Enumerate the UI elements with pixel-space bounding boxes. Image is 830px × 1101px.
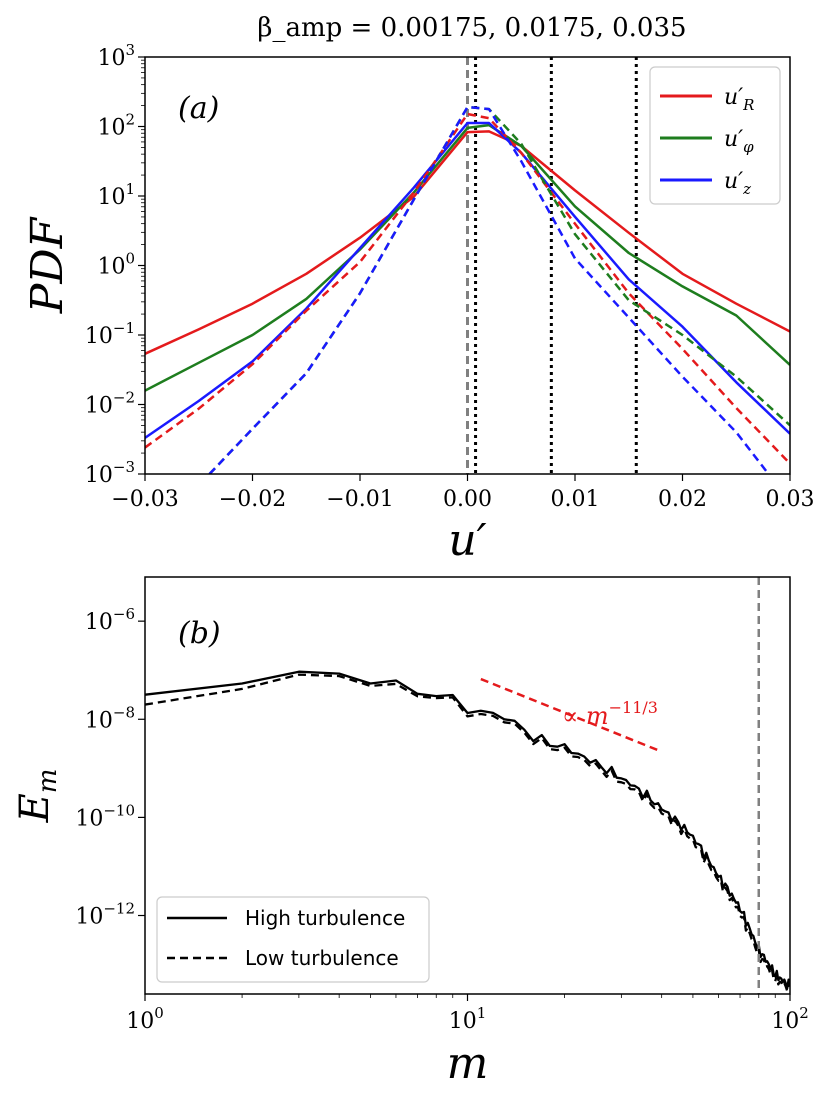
x-tick-label: 101 xyxy=(449,1004,487,1034)
x-tick-label: 0.00 xyxy=(443,487,492,512)
pdf-series-5 xyxy=(208,105,770,474)
power-law-annotation: ∝ m−11/3 xyxy=(562,698,658,730)
x-tick-label: 0.02 xyxy=(658,487,707,512)
x-tick-label: 102 xyxy=(771,1004,809,1034)
y-tick-label: 101 xyxy=(97,180,135,210)
y-tick-label: 100 xyxy=(97,250,135,280)
legend-label: u′R xyxy=(724,85,754,114)
panel-b-plot-area xyxy=(145,577,790,994)
spectrum-series-1 xyxy=(145,673,790,993)
panel-a-pdf-chart: −0.03 −0.02 −0.01 0.00 0.01 0.02 0.03 10−3 10−2 1… xyxy=(22,41,814,566)
legend-box xyxy=(649,66,781,205)
y-axis-label: Em xyxy=(12,769,63,824)
y-axis-label: PDF xyxy=(22,216,73,314)
y-tick-label: 10−6 xyxy=(85,605,135,635)
y-tick-label: 10−8 xyxy=(85,703,135,733)
x-tick-label: −0.03 xyxy=(111,487,178,512)
x-axis-label: m xyxy=(447,1038,489,1089)
legend-label: High turbulence xyxy=(245,906,405,930)
y-tick-label: 102 xyxy=(97,111,135,141)
pdf-series-3 xyxy=(145,112,790,465)
panel-a-plot-area xyxy=(145,57,790,474)
y-tick-label: 10−10 xyxy=(75,801,135,831)
x-tick-label: −0.01 xyxy=(326,487,393,512)
y-tick-label: 10−3 xyxy=(85,458,135,488)
panel-label-a: (a) xyxy=(178,91,219,126)
y-tick-label: 10−12 xyxy=(75,900,135,930)
y-tick-label: 10−1 xyxy=(85,319,135,349)
legend-label: u′z xyxy=(724,169,751,198)
legend: u′R u′φ u′z xyxy=(649,66,781,205)
pdf-series-2 xyxy=(145,121,790,439)
y-tick-label: 10−2 xyxy=(85,389,135,419)
y-tick-label: 103 xyxy=(97,41,135,71)
x-tick-label: −0.02 xyxy=(219,487,286,512)
x-tick-label: 0.03 xyxy=(766,487,815,512)
x-tick-label: 100 xyxy=(126,1004,164,1034)
legend: High turbulence Low turbulence xyxy=(156,896,430,983)
legend-label: Low turbulence xyxy=(245,946,399,970)
spectrum-series-0 xyxy=(145,670,790,990)
panel-label-b: (b) xyxy=(178,616,221,651)
pdf-series-0 xyxy=(145,130,790,355)
legend-label: u′φ xyxy=(724,127,754,156)
panel-b-spectrum-chart: 100 101 102 10−12 10−10 10−8 10−6 (b) Em m ∝ m−11/… xyxy=(12,576,809,1089)
power-law-reference-line xyxy=(480,677,663,753)
pdf-series-1 xyxy=(145,123,790,392)
x-axis-label: u′ xyxy=(448,515,486,566)
figure-title: β_amp = 0.00175, 0.0175, 0.035 xyxy=(257,13,686,43)
x-tick-label: 0.01 xyxy=(551,487,600,512)
